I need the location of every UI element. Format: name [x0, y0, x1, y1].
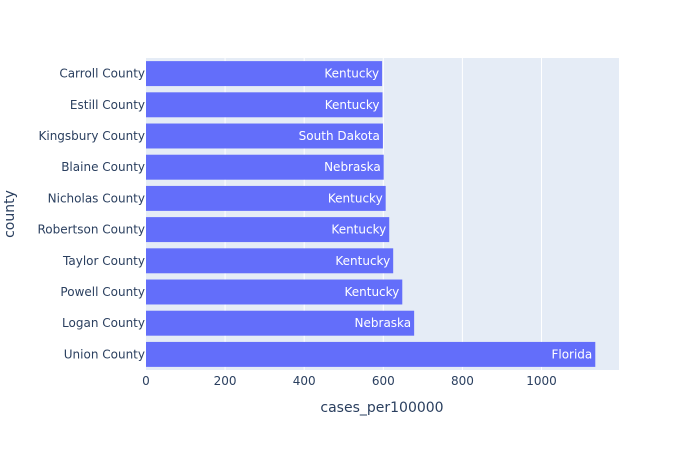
bar — [146, 279, 403, 305]
y-tick-label: Taylor County — [62, 254, 145, 268]
bar — [146, 248, 394, 274]
bar — [146, 61, 383, 87]
y-tick-label: Robertson County — [37, 223, 145, 237]
bar-data-label: Kentucky — [344, 285, 399, 299]
bar — [146, 123, 383, 149]
y-tick-label: Logan County — [62, 316, 145, 330]
x-axis-title: cases_per100000 — [320, 400, 443, 416]
y-tick-labels: Carroll County Estill County Kingsbury Cou… — [37, 67, 145, 362]
x-tick-labels: 0 200 400 600 800 1000 — [142, 374, 557, 388]
y-tick-label: Kingsbury County — [39, 129, 146, 143]
bar — [146, 154, 384, 180]
bar — [146, 185, 386, 211]
bar-data-label: Nebraska — [355, 316, 412, 330]
x-tick-label: 400 — [293, 374, 316, 388]
bars — [146, 61, 596, 367]
bar — [146, 310, 415, 336]
y-tick-label: Blaine County — [61, 160, 145, 174]
y-tick-label: Estill County — [70, 98, 145, 112]
bar-data-label: South Dakota — [299, 129, 380, 143]
x-tick-label: 0 — [142, 374, 150, 388]
bar-labels: Kentucky Kentucky South Dakota Nebraska Kent… — [299, 67, 593, 362]
x-tick-label: 1000 — [526, 374, 557, 388]
y-tick-label: Nicholas County — [48, 191, 145, 205]
bar-data-label: Kentucky — [335, 254, 390, 268]
bar-data-label: Florida — [551, 347, 592, 361]
bar-data-label: Kentucky — [325, 98, 380, 112]
x-tick-label: 200 — [214, 374, 237, 388]
bar — [146, 217, 390, 243]
bar-data-label: Nebraska — [324, 160, 381, 174]
x-tick-label: 800 — [451, 374, 474, 388]
bar — [146, 92, 383, 118]
y-axis-title: county — [2, 190, 18, 238]
y-tick-label: Union County — [64, 347, 145, 361]
bar-data-label: Kentucky — [328, 191, 383, 205]
x-tick-label: 600 — [372, 374, 395, 388]
y-tick-label: Powell County — [60, 285, 145, 299]
bar-data-label: Kentucky — [324, 67, 379, 81]
y-tick-label: Carroll County — [59, 67, 145, 81]
bar — [146, 341, 596, 367]
bar-data-label: Kentucky — [331, 223, 386, 237]
